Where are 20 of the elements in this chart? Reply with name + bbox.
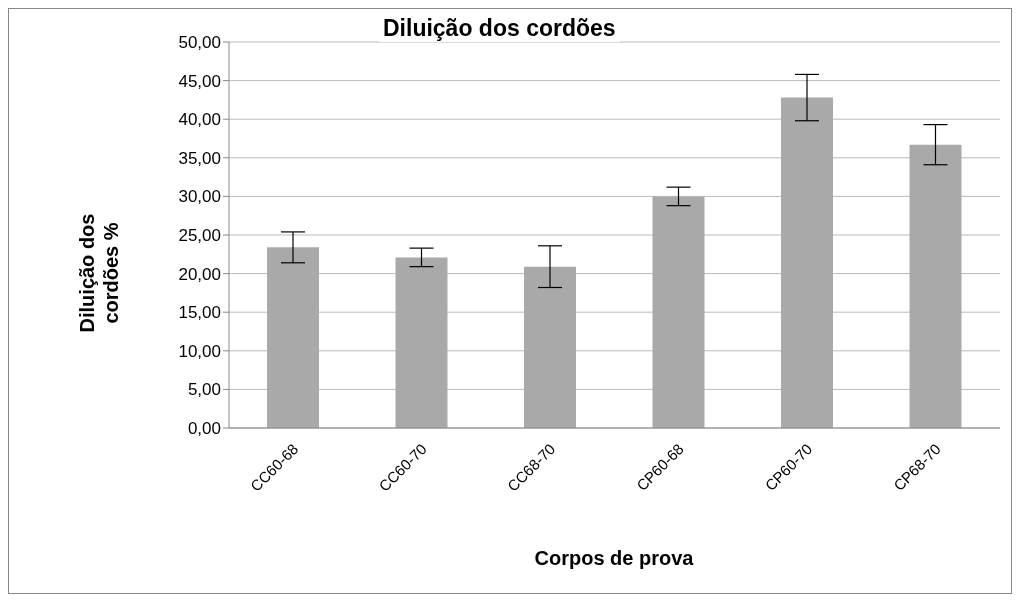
bar: [524, 266, 576, 428]
y-tick-label: 30,00: [178, 187, 221, 207]
bar: [909, 144, 962, 428]
y-tick-label: 35,00: [178, 148, 221, 168]
y-tick-label: 0,00: [187, 419, 221, 439]
y-tick-label: 50,00: [178, 33, 221, 53]
y-tick-label: 20,00: [178, 264, 221, 284]
y-tick-label: 25,00: [178, 226, 221, 246]
y-tick-label: 45,00: [178, 71, 221, 91]
y-tick-label: 40,00: [178, 110, 221, 130]
y-tick-label: 5,00: [187, 380, 221, 400]
bar: [652, 196, 705, 428]
x-axis-title: Corpos de prova: [533, 547, 695, 570]
y-tick-label: 10,00: [178, 341, 221, 361]
y-axis-title: Diluição dos cordões %: [75, 212, 123, 335]
chart-title: Diluição dos cordões: [379, 15, 620, 42]
bar: [395, 257, 448, 428]
bar: [267, 247, 319, 428]
y-tick-label: 15,00: [178, 303, 221, 323]
bar: [781, 97, 833, 428]
